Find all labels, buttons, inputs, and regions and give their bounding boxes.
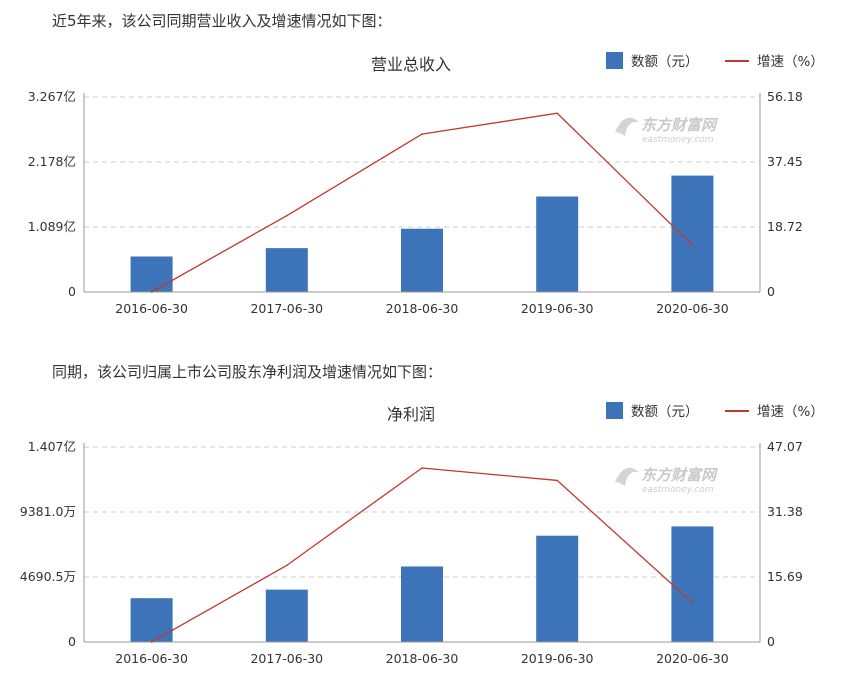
watermark-mark bbox=[615, 117, 639, 136]
bar bbox=[671, 175, 714, 292]
x-tick-label: 2020-06-30 bbox=[656, 301, 729, 316]
bar bbox=[536, 535, 579, 642]
bar bbox=[265, 589, 308, 642]
x-tick-label: 2019-06-30 bbox=[521, 651, 594, 666]
growth-rate-point bbox=[556, 479, 558, 482]
growth-rate-point bbox=[691, 244, 694, 246]
y-left-tick-label: 4690.5万 bbox=[20, 569, 76, 584]
x-tick-label: 2016-06-30 bbox=[115, 651, 188, 666]
watermark-subtext: eastmoney.com bbox=[642, 135, 714, 145]
legend-bar-swatch bbox=[606, 402, 623, 419]
growth-rate-point bbox=[150, 291, 153, 293]
x-tick-label: 2019-06-30 bbox=[521, 301, 594, 316]
y-right-tick-label: 31.38 bbox=[767, 504, 803, 519]
legend-bar-label: 数额（元） bbox=[631, 54, 699, 70]
watermark-mark bbox=[615, 467, 639, 486]
watermark-subtext: eastmoney.com bbox=[642, 485, 714, 495]
legend-bar-label: 数额（元） bbox=[631, 404, 699, 420]
chart-title: 净利润 bbox=[387, 405, 435, 424]
legend-line-label: 增速（%） bbox=[757, 404, 824, 420]
growth-rate-point bbox=[286, 564, 288, 567]
bar bbox=[536, 196, 579, 292]
bar bbox=[265, 248, 308, 292]
legend-line-label: 增速（%） bbox=[757, 54, 824, 70]
bar bbox=[401, 566, 443, 642]
y-right-tick-label: 0 bbox=[767, 284, 775, 299]
y-right-tick-label: 37.45 bbox=[767, 154, 803, 169]
x-tick-label: 2017-06-30 bbox=[250, 651, 323, 666]
y-right-tick-label: 47.07 bbox=[767, 439, 803, 454]
y-right-tick-label: 56.18 bbox=[767, 89, 803, 104]
x-tick-label: 2016-06-30 bbox=[115, 301, 188, 316]
intro-revenue-text: 近5年来，该公司同期营业收入及增速情况如下图： bbox=[52, 12, 392, 30]
watermark-text: 东方财富网 bbox=[641, 116, 719, 134]
y-left-tick-label: 9381.0万 bbox=[20, 504, 76, 519]
x-tick-label: 2018-06-30 bbox=[386, 301, 459, 316]
watermark-text: 东方财富网 bbox=[641, 466, 719, 484]
intro-profit-text: 同期，该公司归属上市公司股东净利润及增速情况如下图： bbox=[52, 363, 443, 381]
bar bbox=[671, 526, 714, 642]
x-tick-label: 2017-06-30 bbox=[250, 301, 323, 316]
chart-title: 营业总收入 bbox=[371, 55, 451, 74]
y-left-tick-label: 1.407亿 bbox=[28, 439, 76, 454]
revenue-chart: 0 1.089亿 2.178亿 3.267亿 0 18.72 37.45 56.18 东方财富网… bbox=[28, 52, 824, 316]
legend-bar-swatch bbox=[606, 52, 623, 69]
y-left-tick-label: 3.267亿 bbox=[28, 89, 76, 104]
y-right-tick-label: 15.69 bbox=[767, 569, 803, 584]
y-left-tick-label: 0 bbox=[68, 284, 76, 299]
bar bbox=[130, 598, 173, 642]
y-left-tick-label: 0 bbox=[68, 634, 76, 649]
growth-rate-point bbox=[691, 601, 694, 604]
growth-rate-point bbox=[421, 133, 423, 135]
net-profit-chart: 0 4690.5万 9381.0万 1.407亿 0 15.69 31.38 47.07 东方财… bbox=[20, 402, 824, 666]
bar bbox=[130, 256, 173, 292]
y-right-tick-label: 18.72 bbox=[767, 219, 803, 234]
x-tick-label: 2018-06-30 bbox=[386, 651, 459, 666]
y-right-tick-label: 0 bbox=[767, 634, 775, 649]
growth-rate-point bbox=[286, 214, 288, 217]
y-left-tick-label: 2.178亿 bbox=[28, 154, 76, 169]
growth-rate-point bbox=[150, 641, 153, 643]
bar bbox=[401, 228, 443, 292]
y-left-tick-label: 1.089亿 bbox=[28, 219, 76, 234]
x-tick-label: 2020-06-30 bbox=[656, 651, 729, 666]
growth-rate-point bbox=[421, 467, 423, 469]
growth-rate-point bbox=[556, 112, 558, 115]
